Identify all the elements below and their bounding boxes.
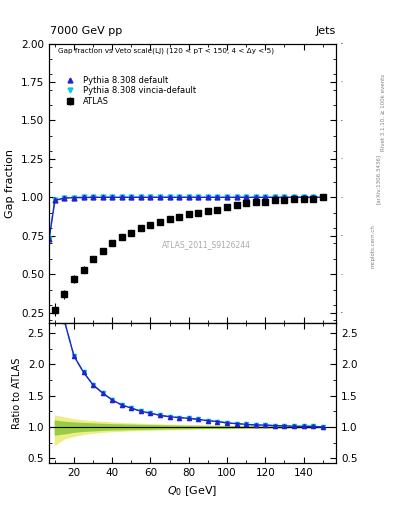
Text: [arXiv:1306.3436]: [arXiv:1306.3436] <box>376 154 380 204</box>
Pythia 8.308 default <box>282 194 287 200</box>
Pythia 8.308 default <box>301 194 306 200</box>
Pythia 8.308 vincia-default <box>167 194 172 200</box>
Pythia 8.308 default <box>139 194 143 200</box>
Pythia 8.308 vincia-default <box>119 194 124 200</box>
Pythia 8.308 vincia-default <box>62 195 67 201</box>
Pythia 8.308 vincia-default <box>244 194 248 200</box>
Pythia 8.308 default <box>72 195 76 201</box>
Pythia 8.308 vincia-default <box>91 194 95 200</box>
Pythia 8.308 default <box>263 194 268 200</box>
Pythia 8.308 default <box>129 194 134 200</box>
Text: Rivet 3.1.10, ≥ 100k events: Rivet 3.1.10, ≥ 100k events <box>381 74 386 151</box>
Pythia 8.308 vincia-default <box>253 194 258 200</box>
X-axis label: $Q_0$ [GeV]: $Q_0$ [GeV] <box>167 484 218 498</box>
Pythia 8.308 default <box>91 194 95 200</box>
Pythia 8.308 default <box>148 194 153 200</box>
Pythia 8.308 default <box>62 195 67 201</box>
Pythia 8.308 default <box>215 194 220 200</box>
Y-axis label: Ratio to ATLAS: Ratio to ATLAS <box>12 358 22 429</box>
Pythia 8.308 vincia-default <box>139 194 143 200</box>
Pythia 8.308 vincia-default <box>158 194 162 200</box>
Line: Pythia 8.308 default: Pythia 8.308 default <box>47 195 325 241</box>
Pythia 8.308 vincia-default <box>47 236 51 242</box>
Pythia 8.308 default <box>177 194 182 200</box>
Pythia 8.308 default <box>272 194 277 200</box>
Pythia 8.308 vincia-default <box>186 194 191 200</box>
Pythia 8.308 default <box>244 194 248 200</box>
Text: 7000 GeV pp: 7000 GeV pp <box>50 26 122 36</box>
Pythia 8.308 default <box>119 194 124 200</box>
Pythia 8.308 default <box>186 194 191 200</box>
Y-axis label: Gap fraction: Gap fraction <box>6 149 15 218</box>
Pythia 8.308 vincia-default <box>206 194 210 200</box>
Pythia 8.308 vincia-default <box>292 194 296 200</box>
Line: Pythia 8.308 vincia-default: Pythia 8.308 vincia-default <box>47 195 325 241</box>
Pythia 8.308 default <box>292 194 296 200</box>
Pythia 8.308 vincia-default <box>234 194 239 200</box>
Pythia 8.308 default <box>311 194 316 200</box>
Pythia 8.308 vincia-default <box>129 194 134 200</box>
Text: mcplots.cern.ch: mcplots.cern.ch <box>371 224 376 268</box>
Pythia 8.308 default <box>196 194 201 200</box>
Text: Gap fraction vs Veto scale(LJ) (120 < pT < 150, 4 < Δy < 5): Gap fraction vs Veto scale(LJ) (120 < pT… <box>58 48 274 54</box>
Pythia 8.308 default <box>320 194 325 200</box>
Pythia 8.308 vincia-default <box>100 194 105 200</box>
Legend: Pythia 8.308 default, Pythia 8.308 vincia-default, ATLAS: Pythia 8.308 default, Pythia 8.308 vinci… <box>62 76 196 106</box>
Pythia 8.308 default <box>167 194 172 200</box>
Pythia 8.308 vincia-default <box>272 194 277 200</box>
Pythia 8.308 vincia-default <box>263 194 268 200</box>
Pythia 8.308 default <box>53 197 57 203</box>
Pythia 8.308 vincia-default <box>282 194 287 200</box>
Pythia 8.308 vincia-default <box>301 194 306 200</box>
Pythia 8.308 default <box>47 236 51 242</box>
Pythia 8.308 vincia-default <box>215 194 220 200</box>
Pythia 8.308 vincia-default <box>148 194 153 200</box>
Pythia 8.308 vincia-default <box>72 195 76 201</box>
Pythia 8.308 default <box>110 194 115 200</box>
Pythia 8.308 vincia-default <box>110 194 115 200</box>
Text: ATLAS_2011_S9126244: ATLAS_2011_S9126244 <box>162 241 252 249</box>
Pythia 8.308 vincia-default <box>81 195 86 201</box>
Pythia 8.308 vincia-default <box>53 197 57 203</box>
Pythia 8.308 vincia-default <box>177 194 182 200</box>
Pythia 8.308 default <box>158 194 162 200</box>
Pythia 8.308 default <box>206 194 210 200</box>
Pythia 8.308 default <box>225 194 230 200</box>
Pythia 8.308 vincia-default <box>320 194 325 200</box>
Pythia 8.308 default <box>253 194 258 200</box>
Text: Jets: Jets <box>315 26 336 36</box>
Pythia 8.308 default <box>81 195 86 201</box>
Pythia 8.308 vincia-default <box>225 194 230 200</box>
Pythia 8.308 default <box>100 194 105 200</box>
Pythia 8.308 vincia-default <box>311 194 316 200</box>
Pythia 8.308 vincia-default <box>196 194 201 200</box>
Pythia 8.308 default <box>234 194 239 200</box>
